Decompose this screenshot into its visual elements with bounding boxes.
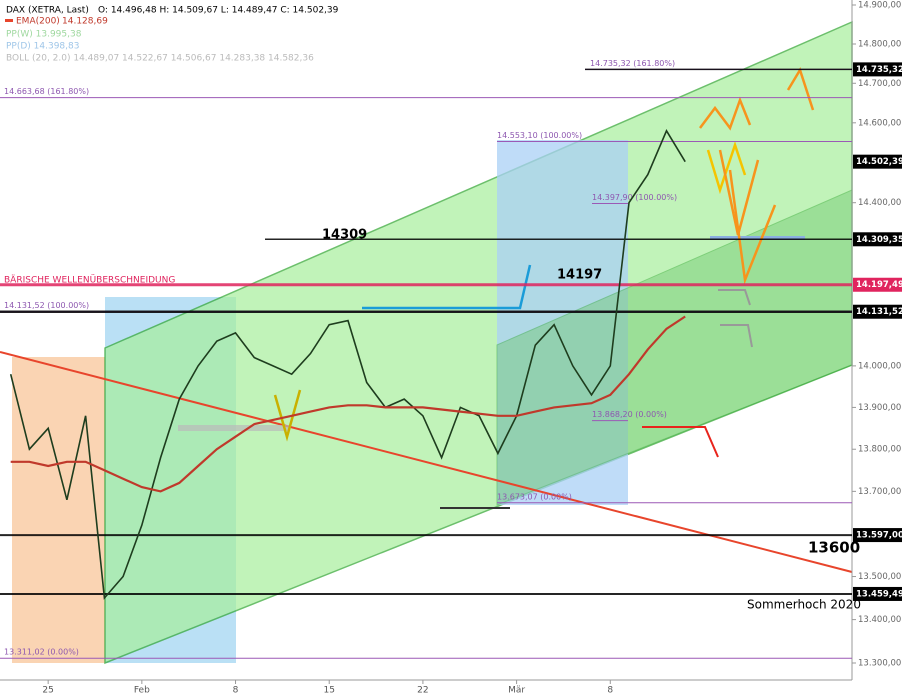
y-tick-label: 13.800,00 bbox=[858, 445, 901, 455]
price-label: 14.309,35 bbox=[856, 235, 902, 245]
price-line bbox=[9, 129, 686, 600]
price-box bbox=[853, 586, 902, 601]
x-tick-label: 15 bbox=[323, 686, 334, 696]
ema-line bbox=[10, 315, 686, 493]
fib-label: 14.663,68 (161.80%) bbox=[4, 87, 89, 96]
arrow bbox=[706, 141, 747, 195]
x-tick-label: 25 bbox=[42, 686, 53, 696]
fib-label: 14.735,32 (161.80%) bbox=[590, 59, 675, 68]
price-box bbox=[853, 232, 902, 247]
y-tick-label: 13.500,00 bbox=[858, 572, 901, 582]
legend-text: PP(W) 13.995,38 bbox=[6, 30, 82, 40]
y-tick-label: 13.300,00 bbox=[858, 659, 901, 669]
annotation: Sommerhoch 2020 bbox=[747, 598, 861, 612]
y-tick-label: 14.800,00 bbox=[858, 40, 901, 50]
legend-text: BOLL (20, 2.0) 14.489,07 14.522,67 14.50… bbox=[6, 54, 314, 64]
annotation: 14197 bbox=[557, 268, 602, 283]
fib-label: 14.131,52 (100.00%) bbox=[4, 301, 89, 310]
x-tick-label: 8 bbox=[607, 686, 613, 696]
y-tick-label: 13.400,00 bbox=[858, 615, 901, 625]
fib-label: 13.311,02 (0.00%) bbox=[4, 648, 79, 657]
fib-label: 13.673,07 (0.00%) bbox=[497, 492, 572, 501]
y-tick-label: 14.700,00 bbox=[858, 79, 901, 89]
x-tick-label: 22 bbox=[417, 686, 428, 696]
orange-zone bbox=[12, 357, 105, 663]
y-tick-label: 14.400,00 bbox=[858, 198, 901, 208]
fib-label: 14.397,90 (100.00%) bbox=[592, 193, 677, 202]
price-box bbox=[853, 62, 902, 77]
price-label: 14.502,39 bbox=[856, 157, 902, 167]
x-tick-label: Feb bbox=[134, 686, 150, 696]
y-tick-label: 14.600,00 bbox=[858, 118, 901, 128]
x-tick-label: Mär bbox=[508, 686, 525, 696]
arrow bbox=[273, 389, 302, 442]
fib-label: 14.553,10 (100.00%) bbox=[497, 131, 582, 140]
price-label: 14.131,52 bbox=[856, 307, 902, 317]
price-box bbox=[853, 154, 902, 169]
price-box bbox=[853, 528, 902, 543]
legend-series: DAX (XETRA, Last) bbox=[6, 6, 89, 16]
arrow bbox=[699, 96, 752, 131]
annotation: BÄRISCHE WELLENÜBERSCHNEIDUNG bbox=[4, 275, 175, 286]
arrow bbox=[362, 264, 532, 310]
arrow bbox=[718, 289, 751, 306]
arrow bbox=[728, 169, 777, 285]
price-label: 13.597,00 bbox=[856, 531, 902, 541]
blue-zone bbox=[497, 140, 628, 505]
x-tick-label: 8 bbox=[233, 686, 239, 696]
legend-ohlc: O: 14.496,48 H: 14.509,67 L: 14.489,47 C… bbox=[98, 6, 339, 16]
arrow bbox=[720, 324, 753, 348]
price-label: 14.197,49 bbox=[856, 280, 902, 290]
y-tick-label: 14.900,00 bbox=[858, 1, 901, 11]
fib-label: 13.868,20 (0.00%) bbox=[592, 410, 667, 419]
price-label: 14.735,32 bbox=[856, 65, 902, 75]
price-box bbox=[853, 277, 902, 292]
legend-swatch bbox=[5, 19, 13, 22]
legend-value: 14.128,69 bbox=[62, 17, 108, 27]
y-tick-label: 14.000,00 bbox=[858, 361, 901, 371]
y-tick-label: 13.700,00 bbox=[858, 487, 901, 497]
arrow bbox=[642, 426, 719, 458]
price-label: 13.459,49 bbox=[856, 589, 902, 599]
y-tick-label: 13.900,00 bbox=[858, 403, 901, 413]
legend-text: PP(D) 14.398,83 bbox=[6, 42, 79, 52]
legend-series: EMA(200) bbox=[16, 17, 60, 27]
annotation: 14309 bbox=[322, 228, 367, 243]
annotation: 13600 bbox=[808, 539, 860, 557]
price-box bbox=[853, 304, 902, 319]
